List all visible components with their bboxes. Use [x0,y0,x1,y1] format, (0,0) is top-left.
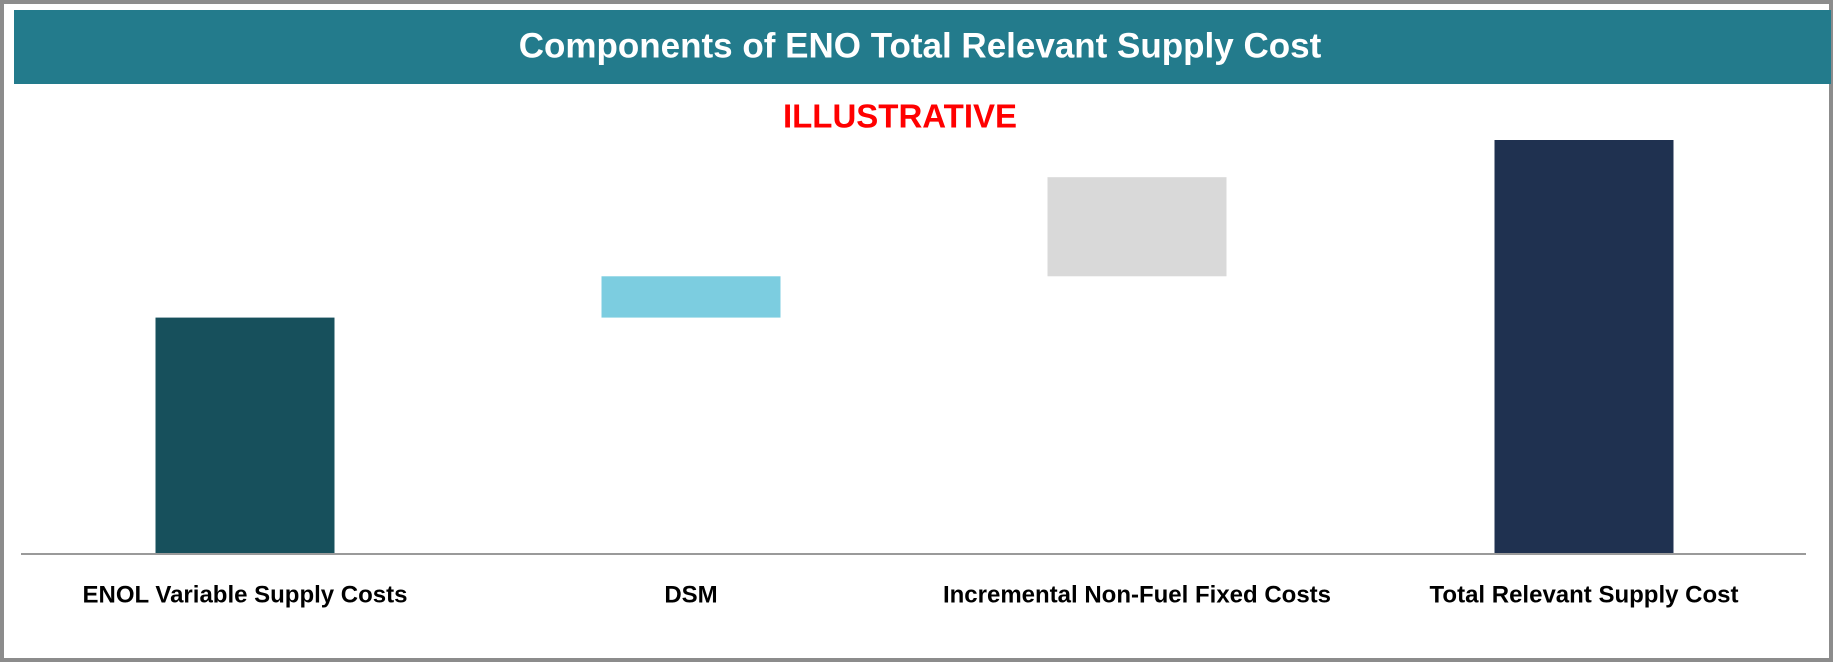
bar [155,317,335,553]
x-tick-label: DSM [664,581,717,608]
bar [1494,140,1674,553]
x-tick-label: ENOL Variable Supply Costs [83,581,408,608]
x-tick-label: Total Relevant Supply Cost [1430,581,1739,608]
x-tick-label: Incremental Non-Fuel Fixed Costs [943,581,1331,608]
chart-title: Components of ENO Total Relevant Supply … [519,26,1322,65]
title-bar [14,10,1831,84]
bar [601,276,781,318]
bar [1047,177,1227,277]
chart-subtitle: ILLUSTRATIVE [783,98,1017,135]
